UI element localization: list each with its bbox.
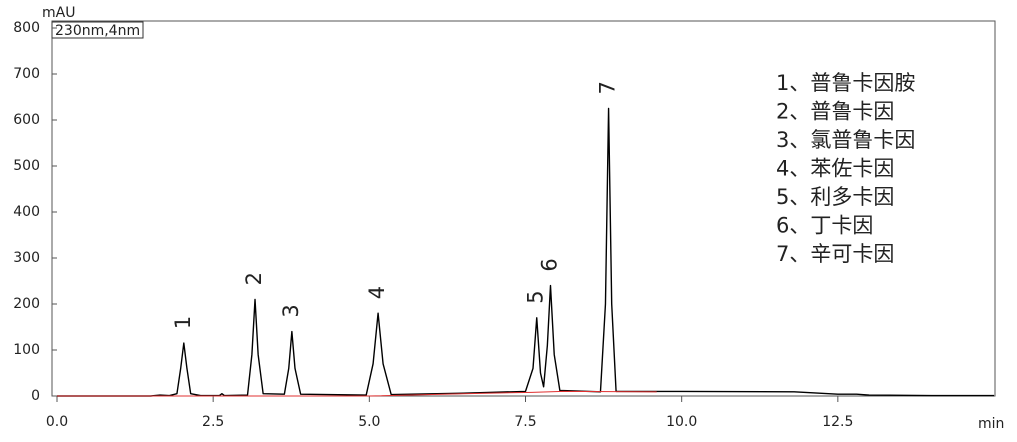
x-tick-label: 7.5 (514, 414, 536, 430)
legend-entry: 7、辛可卡因 (776, 242, 894, 266)
x-tick-label: 2.5 (202, 414, 224, 430)
legend-entry: 4、苯佐卡因 (776, 157, 894, 181)
y-tick-label: 600 (13, 112, 40, 128)
peak-label: 3 (279, 304, 303, 317)
x-tick-label: 5.0 (358, 414, 380, 430)
plot-frame (51, 20, 996, 397)
x-axis-label: min (978, 416, 1004, 432)
detector-box (51, 21, 144, 39)
y-axis-label: mAU (42, 5, 75, 21)
peak-label: 4 (365, 286, 389, 299)
y-tick-label: 500 (13, 158, 40, 174)
peak-label: 2 (242, 272, 266, 285)
y-tick-label: 300 (13, 250, 40, 266)
peak-label: 6 (537, 258, 561, 271)
y-tick-label: 0 (31, 388, 40, 404)
y-tick-label: 700 (13, 66, 40, 82)
legend-entry: 6、丁卡因 (776, 214, 873, 238)
peak-label: 5 (524, 290, 548, 303)
y-tick-label: 100 (13, 342, 40, 358)
detector-label: 230nm,4nm (55, 23, 140, 39)
trace (57, 390, 657, 397)
peak-label: 1 (171, 316, 195, 329)
legend-entry: 5、利多卡因 (776, 185, 894, 209)
x-tick-label: 10.0 (666, 414, 697, 430)
x-tick-label: 12.5 (822, 414, 853, 430)
x-tick-label: 0.0 (46, 414, 68, 430)
legend-entry: 2、普鲁卡因 (776, 100, 894, 124)
y-tick-label: 200 (13, 296, 40, 312)
y-tick-label: 800 (13, 20, 40, 36)
peak-label: 7 (596, 81, 620, 94)
legend-entry: 1、普鲁卡因胺 (776, 71, 915, 95)
legend-entry: 3、氯普鲁卡因 (776, 128, 915, 152)
trace (57, 107, 994, 397)
y-tick-label: 400 (13, 204, 40, 220)
